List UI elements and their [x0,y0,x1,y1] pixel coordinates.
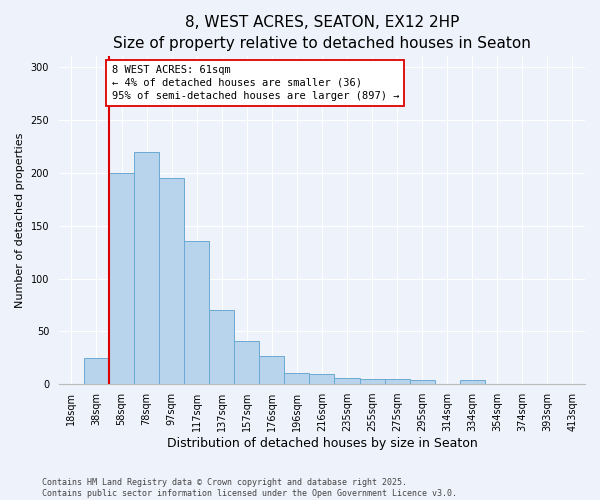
Bar [159,178,184,384]
Bar [184,242,209,384]
Bar [109,172,134,384]
Bar [310,374,334,384]
Bar [460,380,485,384]
Title: 8, WEST ACRES, SEATON, EX12 2HP
Size of property relative to detached houses in : 8, WEST ACRES, SEATON, EX12 2HP Size of … [113,15,531,51]
Bar [410,380,434,384]
Bar [284,372,310,384]
Bar [359,379,385,384]
Bar [84,358,109,384]
X-axis label: Distribution of detached houses by size in Seaton: Distribution of detached houses by size … [167,437,478,450]
Bar [259,356,284,384]
Y-axis label: Number of detached properties: Number of detached properties [15,132,25,308]
Text: Contains HM Land Registry data © Crown copyright and database right 2025.
Contai: Contains HM Land Registry data © Crown c… [42,478,457,498]
Text: 8 WEST ACRES: 61sqm
← 4% of detached houses are smaller (36)
95% of semi-detache: 8 WEST ACRES: 61sqm ← 4% of detached hou… [112,65,399,101]
Bar [334,378,359,384]
Bar [209,310,234,384]
Bar [134,152,159,384]
Bar [385,379,410,384]
Bar [234,341,259,384]
